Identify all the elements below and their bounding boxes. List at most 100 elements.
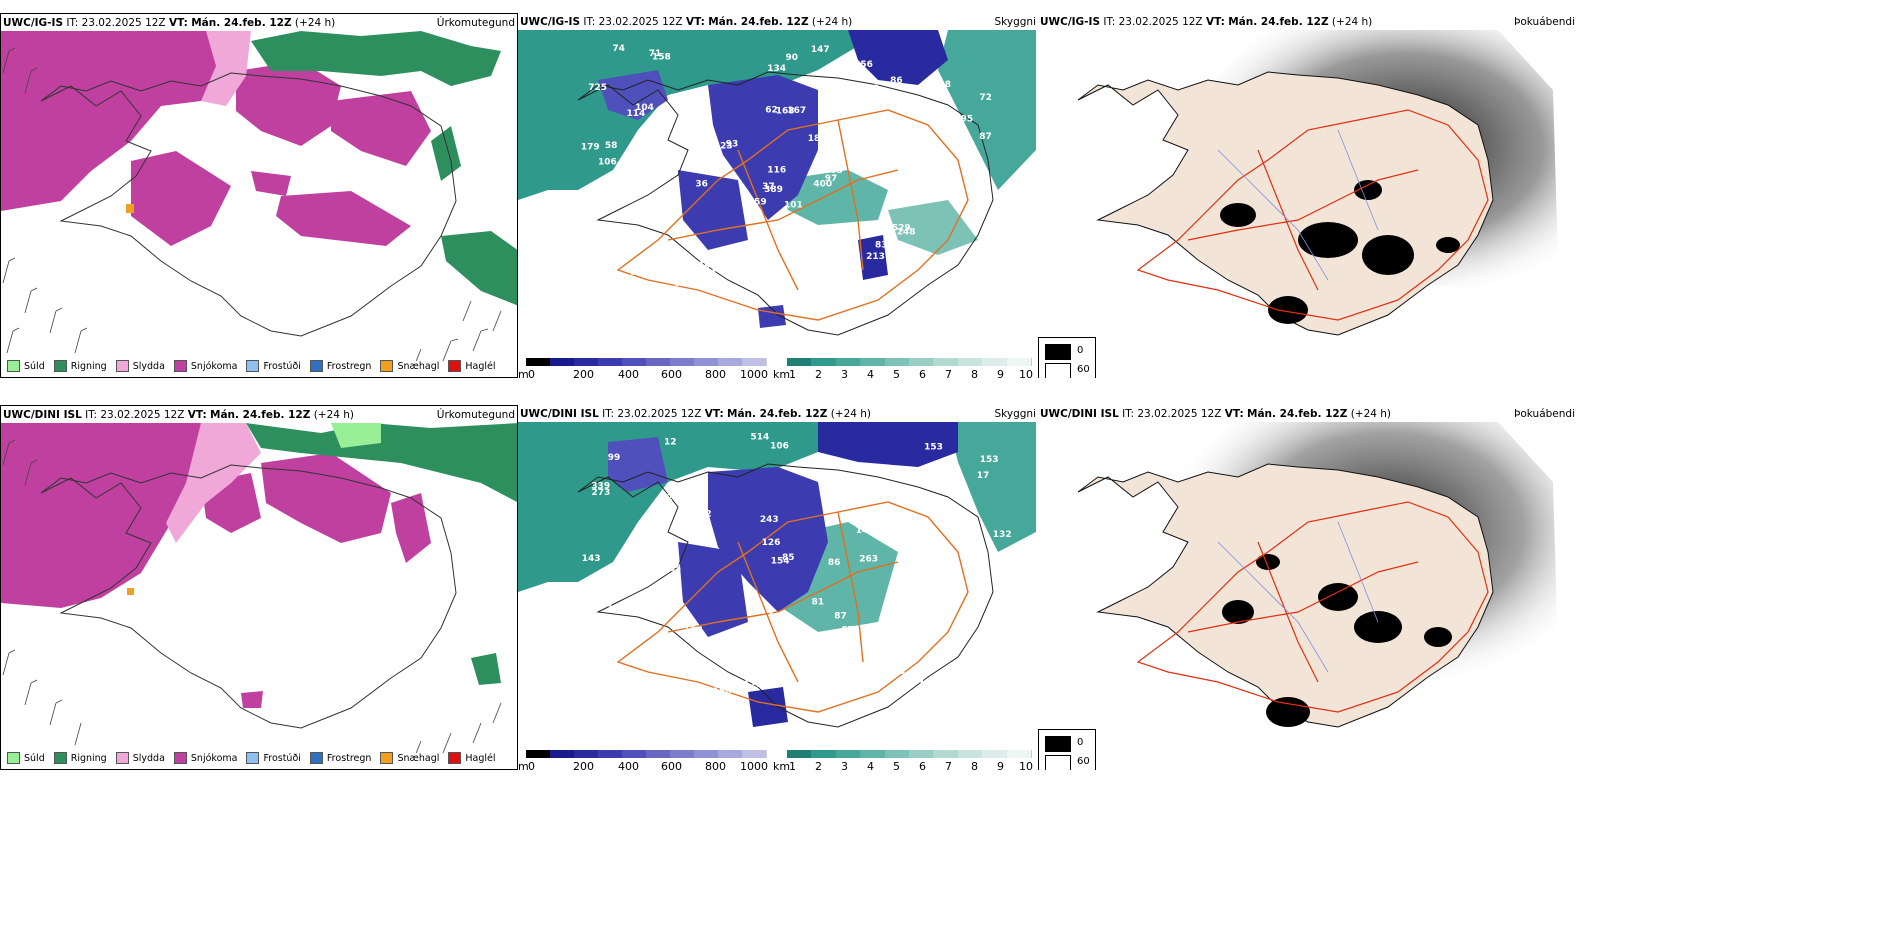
ceiling-label: 69: [872, 655, 885, 665]
visibility-tick: 1: [789, 760, 796, 770]
ceiling-label: 185: [808, 134, 827, 144]
ceiling-label: 150: [713, 687, 732, 697]
ceiling-label: 116: [767, 165, 786, 175]
ceiling-label: 608: [701, 704, 720, 714]
coastline: [577, 71, 994, 336]
legend-swatch: [246, 360, 260, 372]
ceiling-label: 112: [902, 544, 921, 554]
ceiling-tick: 200: [573, 760, 594, 770]
ceiling-label: 421: [660, 493, 679, 503]
visibility-map: 101 114 389 527 432 281 156 167 348 400 158 123 206 7…: [518, 30, 1036, 336]
precip-ice-pellet-spot: [126, 204, 134, 213]
visibility-blue-area: [708, 75, 818, 220]
ceiling-label: 305: [824, 166, 843, 176]
visibility-tick: 9: [997, 760, 1004, 770]
fog-legend-low: 0: [1077, 345, 1084, 356]
colorbar-segment: [811, 750, 837, 758]
precip-snow-area: [131, 151, 231, 246]
road-network: [616, 109, 969, 321]
colorbar-segment: [982, 750, 1008, 758]
visibility-tick: 1: [789, 368, 796, 378]
colorbar-segment: [694, 750, 719, 758]
fog-legend-high: 60: [1077, 756, 1090, 767]
colorbar-segment: [787, 358, 813, 366]
precip-map: [1, 31, 517, 361]
ceiling-label: 107: [689, 107, 708, 117]
ceiling-label: 299: [631, 268, 650, 278]
visibility-blue-area: [858, 235, 888, 280]
ceiling-label: 123: [714, 142, 733, 152]
visibility-teal-area: [778, 170, 888, 225]
ceiling-label: 97: [825, 174, 838, 184]
legend-item: Snjókoma: [173, 752, 237, 764]
visibility-blue-area: [708, 467, 828, 612]
fog-legend-black-swatch: [1045, 736, 1071, 752]
legend-item: Slydda: [115, 360, 165, 372]
ceiling-label: 11: [611, 307, 624, 317]
legend-item: Súld: [7, 360, 45, 372]
ceiling-label: 75: [831, 155, 844, 165]
ceiling-label: 57: [899, 602, 912, 612]
fog-legend-white-swatch: [1045, 363, 1071, 378]
ceiling-label: 339: [591, 481, 610, 491]
legend-swatch: [246, 752, 260, 764]
legend-swatch: [380, 752, 394, 764]
ceiling-colorbar: m 0 200 400 600 800 1000: [518, 358, 768, 378]
precip-rain-area: [246, 423, 517, 502]
ceiling-label: 154: [771, 556, 790, 566]
colorbar-segment: [574, 750, 599, 758]
visibility-teal-area: [518, 30, 868, 200]
visibility-unit: km: [773, 760, 791, 770]
legend-swatch: [380, 360, 394, 372]
ceiling-unit: m: [518, 368, 529, 378]
ceiling-label: 114: [607, 605, 626, 615]
ceiling-label: 725: [588, 83, 607, 93]
ceiling-label: 248: [692, 260, 711, 270]
ceiling-label: 81: [812, 597, 825, 607]
ceiling-label: 101: [784, 201, 803, 211]
colorbar-segment: [1006, 358, 1032, 366]
panel-title: UWC/DINI ISL IT: 23.02.2025 12Z VT: Mán.…: [1040, 408, 1392, 420]
ceiling-label: 108: [762, 281, 781, 291]
ceiling-label: 86: [890, 76, 903, 86]
ceiling-label: 114: [627, 109, 646, 119]
legend-swatch: [173, 360, 187, 372]
ceiling-label: 93: [726, 140, 739, 150]
legend-item: Frostúði: [246, 360, 301, 372]
ceiling-label: 157: [684, 626, 703, 636]
ceiling-label: 62: [765, 106, 778, 116]
ceiling-label: 108: [770, 291, 789, 301]
ceiling-label: 87: [841, 625, 854, 635]
panel-title: UWC/DINI ISL IT: 23.02.2025 12Z VT: Mán.…: [520, 408, 872, 420]
ceiling-label: 389: [764, 185, 783, 195]
panel-type-label: Úrkomutegund: [436, 409, 515, 421]
colorbar-segment: [718, 750, 743, 758]
colorbar-segment: [742, 750, 767, 758]
visibility-tick: 9: [997, 368, 1004, 378]
visibility-blue-area: [678, 170, 748, 250]
ceiling-label: 36: [695, 180, 708, 190]
panel-type-label: Skyggni: [994, 16, 1037, 28]
ceiling-label: 134: [767, 64, 786, 74]
precip-rain-area: [431, 126, 461, 181]
ceiling-label: 146: [670, 687, 689, 697]
ceiling-label: 103: [759, 640, 778, 650]
precip-rain-area: [251, 31, 501, 86]
fog-roads: [1136, 501, 1489, 713]
fog-roads: [1136, 109, 1489, 321]
coastline: [40, 72, 457, 337]
ceiling-label: 70: [944, 715, 957, 725]
colorbar-segment: [884, 358, 910, 366]
ceiling-label: 273: [592, 488, 611, 498]
ceiling-tick: 0: [528, 368, 535, 378]
ceiling-label: 104: [635, 103, 654, 113]
ceiling-label: 168: [776, 107, 795, 117]
ceiling-label: 281: [698, 265, 717, 275]
precip-snow-area: [391, 493, 431, 563]
visibility-tick: 4: [867, 760, 874, 770]
colorbar-segment: [957, 750, 984, 758]
ceiling-label: 123: [972, 319, 991, 329]
legend-item: Frostúði: [246, 752, 301, 764]
ceiling-label: 74: [612, 44, 625, 54]
ceiling-tick: 800: [705, 760, 726, 770]
